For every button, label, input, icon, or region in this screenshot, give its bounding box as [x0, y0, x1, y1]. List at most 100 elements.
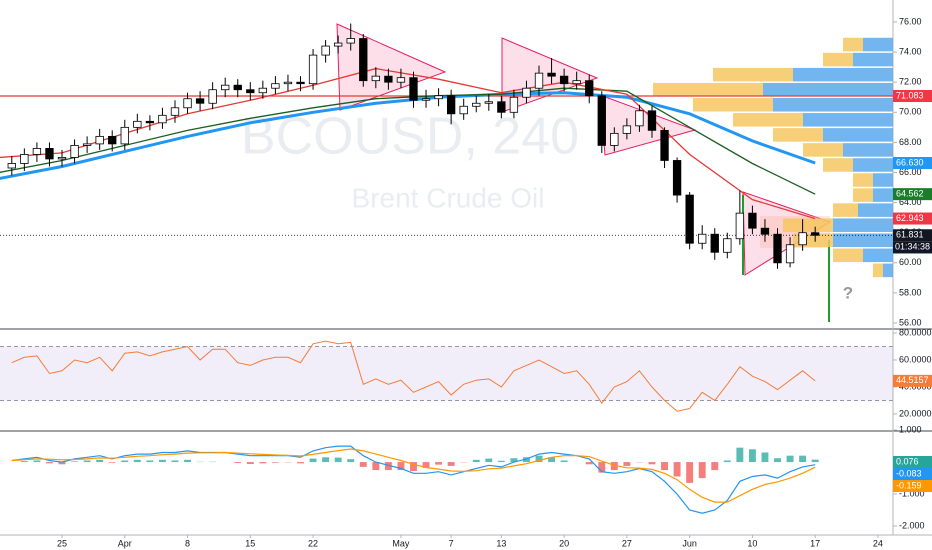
- histogram-bar: [698, 462, 706, 479]
- histogram-bar: [447, 462, 455, 466]
- histogram-bar: [510, 458, 518, 463]
- histogram-bar: [435, 462, 443, 465]
- candle-body: [735, 212, 745, 240]
- x-tick-label: Apr: [118, 538, 132, 548]
- histogram-bar: [46, 462, 53, 464]
- y-tick-label: -2.000: [899, 520, 925, 530]
- histogram-bar: [610, 462, 618, 471]
- price-tag-label: 61.831: [896, 230, 924, 240]
- histogram-bar: [799, 455, 807, 463]
- candle-body: [660, 129, 669, 161]
- volume-down: [773, 128, 823, 142]
- volume-up: [853, 52, 893, 67]
- histogram-bar: [548, 457, 556, 463]
- volume-up: [833, 233, 893, 248]
- histogram-bar: [108, 462, 116, 463]
- volume-up: [763, 82, 893, 97]
- histogram-bar: [246, 462, 254, 464]
- candle-body: [57, 157, 67, 160]
- x-tick-label: Jun: [682, 538, 697, 548]
- candle-body: [158, 114, 167, 124]
- watermark-symbol: BCOUSD, 240: [241, 108, 579, 166]
- candle-body: [585, 80, 594, 97]
- volume-down: [873, 263, 883, 278]
- price-tag-label: 64.562: [896, 189, 924, 199]
- price-tag: [893, 157, 932, 170]
- histogram-bar: [58, 462, 66, 465]
- candle-body: [195, 98, 205, 104]
- histogram-bar: [623, 462, 631, 466]
- x-tick-label: 20: [559, 538, 569, 548]
- y-tick-label: 80.0000: [899, 327, 932, 337]
- candle-body: [208, 89, 217, 104]
- y-tick-label: 56.00: [899, 317, 922, 327]
- volume-down: [853, 188, 873, 202]
- candle-body: [82, 143, 92, 146]
- annotation: ?: [843, 283, 853, 302]
- volume-up: [843, 143, 893, 157]
- histogram-bar: [736, 447, 744, 463]
- candle-body: [120, 126, 129, 145]
- histogram-bar: [171, 460, 179, 463]
- candle-body: [798, 232, 807, 246]
- volume-down: [823, 158, 853, 172]
- histogram-bar: [397, 462, 405, 471]
- candle-body: [509, 96, 519, 113]
- candle-body: [95, 135, 104, 145]
- candle-body: [459, 105, 468, 115]
- histogram-bar: [121, 460, 129, 463]
- y-tick-label: 20.0000: [899, 408, 932, 418]
- macd-line: [11, 445, 816, 514]
- histogram-bar: [372, 462, 380, 471]
- y-tick-label: 68.00: [899, 137, 922, 147]
- candle-body: [723, 238, 732, 253]
- volume-up: [773, 97, 893, 112]
- histogram-bar: [347, 459, 355, 463]
- countdown: 01:34:38: [895, 242, 930, 252]
- volume-down: [713, 67, 793, 82]
- histogram-bar: [234, 462, 242, 464]
- volume-down: [783, 218, 833, 232]
- volume-down: [833, 203, 858, 217]
- volume-down: [803, 143, 843, 157]
- candle-body: [622, 125, 632, 134]
- candle-body: [371, 75, 380, 82]
- volume-up: [858, 203, 893, 217]
- candle-body: [710, 233, 719, 253]
- histogram-bar: [761, 452, 769, 463]
- histogram-bar: [485, 458, 493, 463]
- x-tick-label: 13: [496, 538, 506, 548]
- histogram-bar: [410, 462, 417, 472]
- candle-body: [145, 120, 155, 124]
- volume-down: [843, 37, 863, 52]
- value-tag: [893, 456, 932, 468]
- watermark-name: Brent Crude Oil: [352, 182, 545, 213]
- candle-body: [497, 101, 506, 113]
- histogram-bar: [259, 462, 267, 464]
- histogram-bar: [523, 457, 530, 463]
- candle-body: [472, 102, 481, 107]
- candle-body: [283, 81, 293, 85]
- background-layer: BCOUSD, 240 Brent Crude Oil: [241, 108, 579, 214]
- candle-body: [45, 148, 54, 160]
- macd-line: [11, 448, 816, 503]
- volume-up: [803, 113, 893, 127]
- histogram-bar: [20, 461, 28, 463]
- y-tick-label: 76.00: [899, 16, 922, 26]
- histogram-bar: [774, 458, 781, 463]
- candle-body: [597, 95, 606, 146]
- volume-up: [833, 218, 893, 232]
- volume-down: [733, 113, 803, 127]
- volume-up: [873, 188, 893, 202]
- rsi-line: [11, 340, 816, 412]
- histogram-bar: [422, 462, 430, 468]
- volume-down: [823, 52, 853, 67]
- candle-body: [108, 135, 117, 145]
- value-tag-label: -0.159: [896, 480, 922, 490]
- histogram-bar: [560, 460, 568, 463]
- histogram-bar: [359, 462, 367, 467]
- y-tick-label: 60.00: [899, 257, 922, 267]
- candle-body: [773, 233, 782, 264]
- histogram-bar: [146, 460, 154, 463]
